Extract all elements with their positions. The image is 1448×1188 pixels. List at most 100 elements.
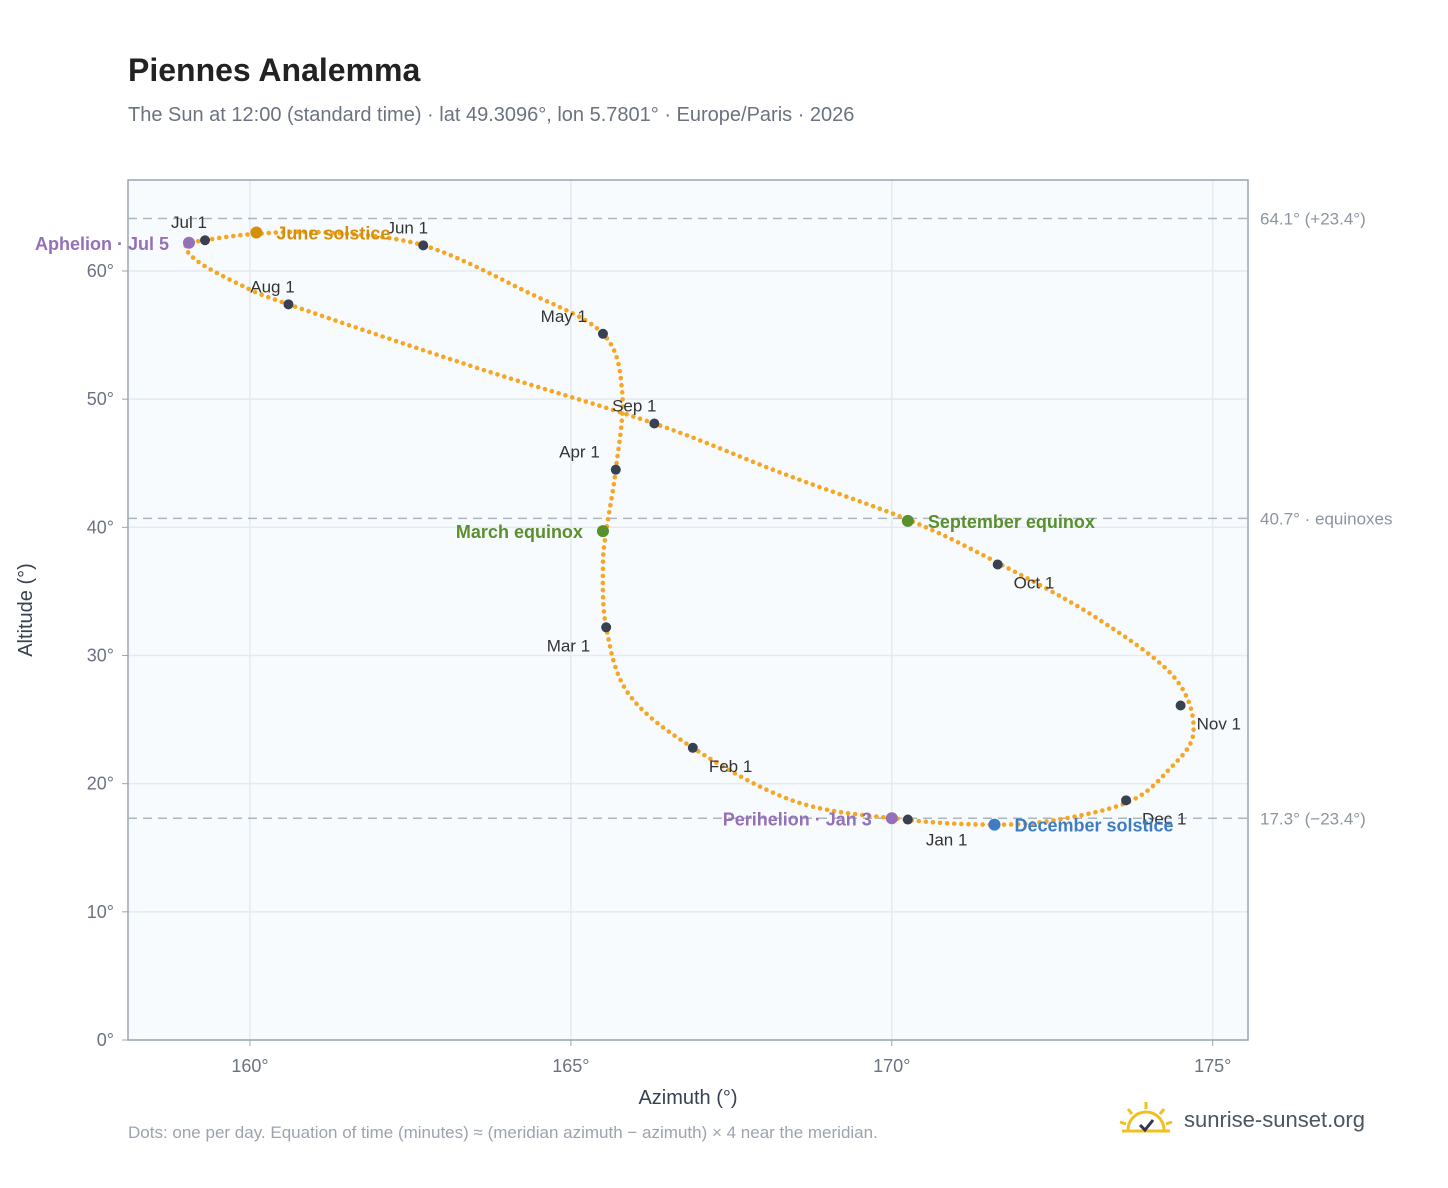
daily-sun-dot [797,800,802,806]
daily-sun-dot [292,304,298,309]
daily-sun-dot [1176,680,1182,686]
x-axis-label: Azimuth (°) [638,1087,737,1109]
daily-sun-dot [603,405,609,411]
daily-sun-dot [881,815,886,820]
daily-sun-dot [185,250,191,255]
daily-sun-dot [838,809,844,815]
daily-sun-dot [763,464,769,470]
daily-sun-dot [1175,758,1181,763]
daily-sun-dot [1111,626,1116,632]
daily-sun-dot [387,235,392,241]
daily-sun-dot [897,514,902,519]
daily-sun-dot [487,270,492,276]
daily-sun-dot [751,781,756,786]
month-marker-label: Feb 1 [709,757,752,776]
daily-sun-dot [619,390,625,395]
daily-sun-dot [1087,611,1092,616]
daily-sun-dot [618,677,623,683]
event-marker [250,226,263,239]
daily-sun-dot [600,559,606,564]
daily-sun-dot [209,236,215,242]
daily-sun-dot [319,313,325,319]
daily-sun-dot [974,549,980,555]
daily-sun-dot [611,657,616,663]
daily-sun-dot [344,231,350,237]
daily-sun-dot [724,448,729,454]
daily-sun-dot [280,229,286,235]
daily-sun-dot [790,798,795,803]
brand[interactable]: sunrise-sunset.org [1118,1100,1365,1140]
month-marker-label: Sep 1 [612,397,656,416]
daily-sun-dot [266,230,272,236]
daily-sun-dot [556,390,561,396]
daily-sun-dot [726,767,731,773]
daily-sun-dot [1160,773,1166,779]
event-marker [901,514,914,527]
daily-sun-dot [231,233,236,239]
daily-sun-dot [474,365,480,371]
x-tick-label: 160° [231,1056,268,1076]
month-marker [601,622,612,633]
daily-sun-dot [884,508,889,514]
daily-sun-dot [394,236,399,242]
daily-sun-dot [738,774,744,780]
daily-sun-dot [1030,820,1035,826]
daily-sun-dot [563,393,568,398]
daily-sun-dot [1134,642,1140,648]
daily-sun-dot [644,418,650,424]
month-marker-label: Dec 1 [1142,809,1186,828]
daily-sun-dot [1191,727,1196,733]
daily-sun-dot [943,533,948,539]
daily-sun-dot [777,793,782,798]
daily-sun-dot [923,819,929,825]
daily-sun-dot [441,354,446,360]
daily-sun-dot [208,267,213,272]
month-marker [610,464,621,475]
daily-sun-dot [488,369,493,375]
daily-sun-dot [1006,566,1011,571]
daily-sun-dot [525,290,530,295]
daily-sun-dot [549,388,555,394]
daily-sun-dot [447,356,453,362]
daily-sun-dot [1145,651,1151,656]
daily-sun-dot [214,270,220,276]
daily-sun-dot [613,664,618,670]
daily-sun-dot [608,341,614,347]
daily-sun-dot [495,372,500,377]
daily-sun-dot [817,806,823,811]
daily-sun-dot [606,637,611,642]
daily-sun-dot [930,527,935,533]
daily-sun-dot [287,229,293,235]
daily-sun-dot [618,375,624,381]
daily-sun-dot [610,488,616,494]
daily-sun-dot [538,296,543,301]
daily-sun-dot [803,802,809,808]
daily-sun-dot [845,810,851,816]
daily-sun-dot [346,322,352,328]
daily-sun-dot [770,790,776,795]
daily-sun-dot [949,536,955,542]
daily-sun-dot [569,395,575,400]
daily-sun-dot [467,261,473,267]
reference-line-label: 40.7° · equinoxes [1260,509,1393,528]
daily-sun-dot [655,720,660,726]
month-marker-label: Aug 1 [250,277,294,296]
daily-sun-dot [1100,808,1105,813]
daily-sun-dot [323,230,328,235]
daily-sun-dot [1122,634,1128,640]
daily-sun-dot [859,812,865,818]
daily-sun-dot [1065,815,1070,821]
daily-sun-dot [1167,669,1172,675]
daily-sun-dot [619,382,624,388]
daily-sun-dot [1191,720,1196,725]
daily-sun-dot [770,467,776,473]
daily-sun-dot [708,756,713,762]
daily-sun-dot [1001,822,1007,827]
daily-sun-dot [1145,788,1150,793]
daily-sun-dot [612,474,618,480]
daily-sun-dot [664,425,670,431]
daily-sun-dot [857,499,863,504]
daily-sun-dot [1025,576,1030,581]
daily-sun-dot [764,787,769,793]
daily-sun-dot [1170,763,1176,768]
